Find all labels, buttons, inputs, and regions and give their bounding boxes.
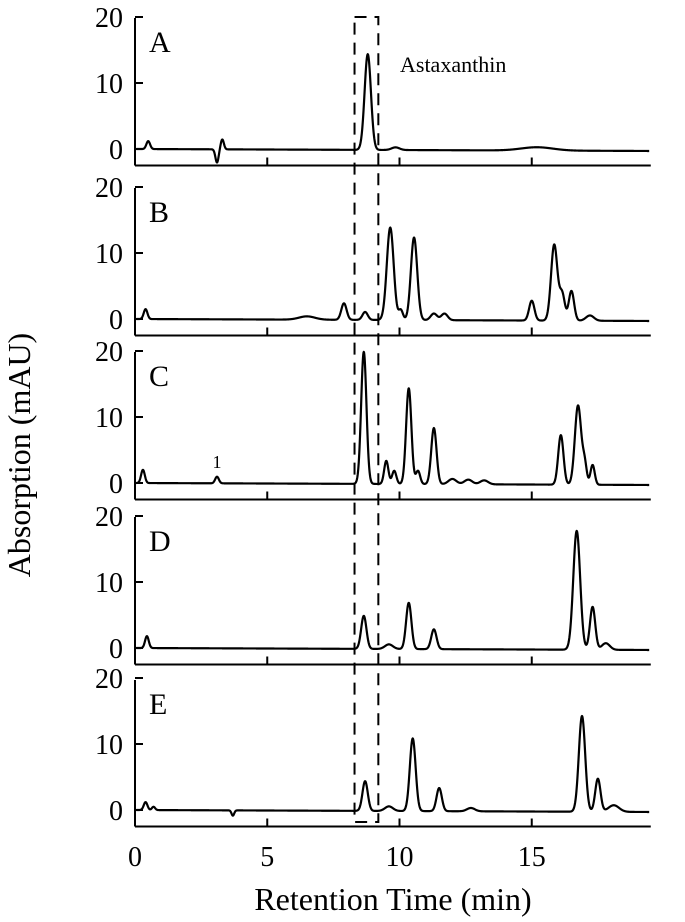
series-line-E xyxy=(135,714,651,817)
y-tick-label: 0 xyxy=(109,305,123,336)
panel-B: 0 10 20 B xyxy=(95,173,651,337)
y-tick-label: 20 xyxy=(95,337,123,368)
x-tick-label: 10 xyxy=(386,842,414,873)
y-tick-label: 20 xyxy=(95,173,123,204)
astaxanthin-annotation: Astaxanthin xyxy=(400,52,506,77)
x-axis-title: Retention Time (min) xyxy=(254,881,531,917)
series-line-D xyxy=(135,529,651,652)
y-tick-label: 10 xyxy=(95,730,123,761)
y-tick-label: 10 xyxy=(95,69,123,100)
panel-label: E xyxy=(149,688,167,721)
y-tick-label: 20 xyxy=(95,664,123,695)
panel-label: C xyxy=(149,360,169,393)
panel-D: 0 10 20 D xyxy=(95,502,651,666)
panel-label: D xyxy=(149,525,171,558)
y-tick-label: 0 xyxy=(109,135,123,166)
y-tick-label: 0 xyxy=(109,796,123,827)
y-tick-label: 10 xyxy=(95,568,123,599)
series-line-C xyxy=(135,350,651,487)
panel-label: A xyxy=(149,26,171,59)
panel-E: 0 10 20 E xyxy=(95,664,651,828)
y-axis-title: Absorption (mAU) xyxy=(1,333,37,577)
highlight-rect xyxy=(353,16,380,823)
series-line-B xyxy=(135,226,651,323)
y-tick-label: 20 xyxy=(95,502,123,533)
x-tick-label: 15 xyxy=(518,842,546,873)
x-tick-label: 5 xyxy=(260,842,274,873)
panel-C: 0 10 20 C 1 xyxy=(95,337,651,501)
y-tick-label: 10 xyxy=(95,239,123,270)
astaxanthin-highlight-box xyxy=(353,16,380,823)
series-line-A xyxy=(135,53,651,164)
peak-label: 1 xyxy=(212,452,221,472)
x-tick-label: 0 xyxy=(128,842,142,873)
y-tick-label: 10 xyxy=(95,403,123,434)
panel-A: 0 10 20 A xyxy=(95,3,651,167)
y-tick-label: 0 xyxy=(109,634,123,665)
y-tick-label: 20 xyxy=(95,3,123,34)
panel-label: B xyxy=(149,196,169,229)
y-tick-label: 0 xyxy=(109,469,123,500)
